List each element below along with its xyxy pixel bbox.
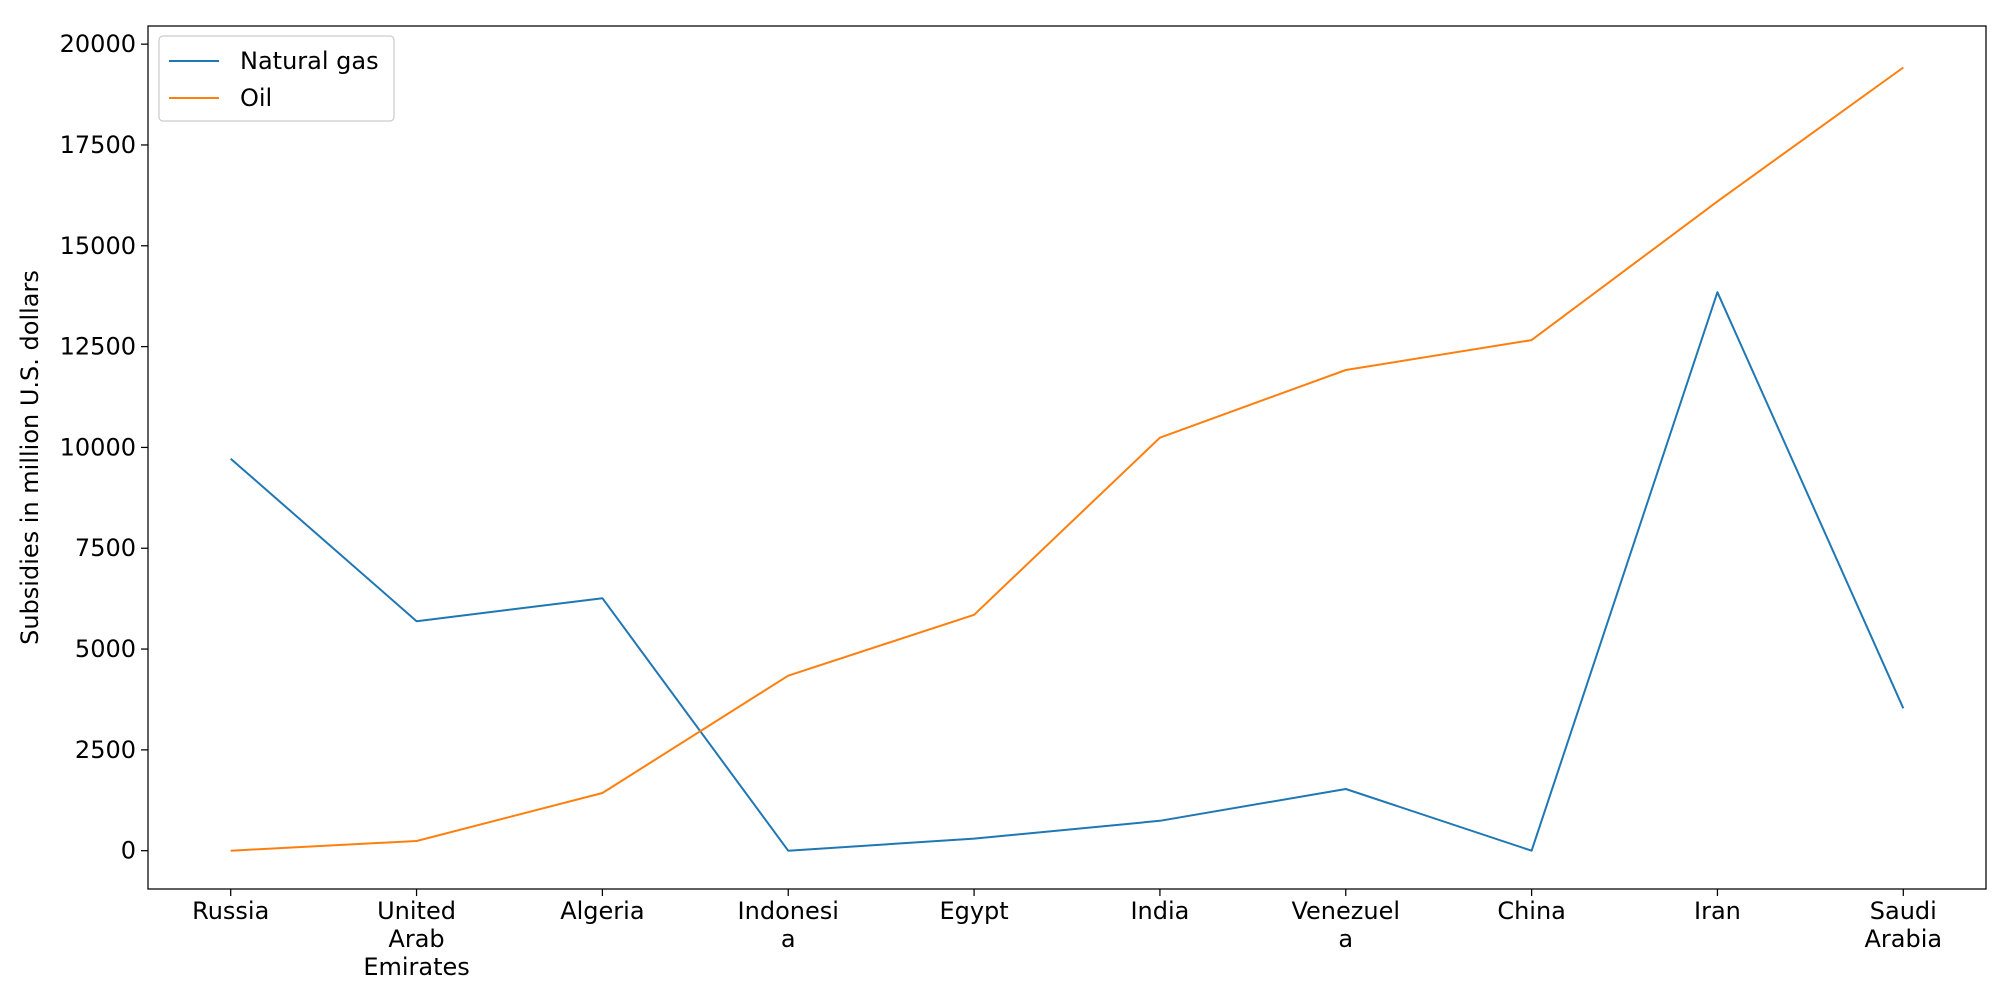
x-tick-label: Iran bbox=[1694, 897, 1741, 925]
y-tick-label: 17500 bbox=[60, 131, 136, 159]
legend-box bbox=[158, 35, 395, 122]
y-tick-label: 5000 bbox=[75, 635, 136, 663]
x-tick-label-line: Algeria bbox=[560, 897, 644, 925]
y-tick-label: 15000 bbox=[60, 232, 136, 260]
x-tick-label: India bbox=[1130, 897, 1189, 925]
series-line-0 bbox=[230, 291, 1905, 852]
x-tick-label-line: Emirates bbox=[363, 953, 469, 981]
y-tick-label: 12500 bbox=[60, 333, 136, 361]
y-tick-label: 0 bbox=[121, 837, 136, 865]
x-tick-label-line: India bbox=[1130, 897, 1189, 925]
legend: Natural gas Oil bbox=[158, 35, 395, 122]
x-tick-label-line: a bbox=[781, 925, 796, 953]
plot-frame bbox=[147, 25, 1987, 890]
x-tick-label: China bbox=[1497, 897, 1566, 925]
legend-item: Natural gas bbox=[169, 47, 379, 75]
x-tick-label: Algeria bbox=[560, 897, 644, 925]
series-layer bbox=[230, 66, 1905, 852]
x-tick-label-line: Arabia bbox=[1864, 925, 1942, 953]
x-tick-label-line: Saudi bbox=[1870, 897, 1937, 925]
x-tick-label-line: Venezuel bbox=[1291, 897, 1400, 925]
x-tick-label-line: a bbox=[1338, 925, 1353, 953]
y-axis: 0 2500 5000 7500 10000 12500 15000 17500 20000 bbox=[60, 30, 148, 865]
y-tick-label: 10000 bbox=[60, 433, 136, 461]
y-tick-label: 2500 bbox=[75, 736, 136, 764]
legend-label: Natural gas bbox=[240, 47, 379, 75]
y-tick-label: 7500 bbox=[75, 534, 136, 562]
legend-item: Oil bbox=[169, 84, 272, 112]
x-tick-label-line: United bbox=[377, 897, 456, 925]
x-tick-label-line: Russia bbox=[192, 897, 269, 925]
x-tick-label-line: China bbox=[1497, 897, 1566, 925]
x-tick-label: Russia bbox=[192, 897, 269, 925]
x-tick-label-line: Egypt bbox=[939, 897, 1008, 925]
series-line-1 bbox=[230, 66, 1904, 852]
x-tick-label-line: Indonesi bbox=[738, 897, 839, 925]
y-tick-label: 20000 bbox=[60, 30, 136, 58]
legend-label: Oil bbox=[240, 84, 272, 112]
x-tick-label: Egypt bbox=[939, 897, 1008, 925]
x-tick-label-line: Arab bbox=[388, 925, 444, 953]
x-tick-label-line: Iran bbox=[1694, 897, 1741, 925]
y-axis-label: Subsidies in million U.S. dollars bbox=[16, 270, 44, 645]
